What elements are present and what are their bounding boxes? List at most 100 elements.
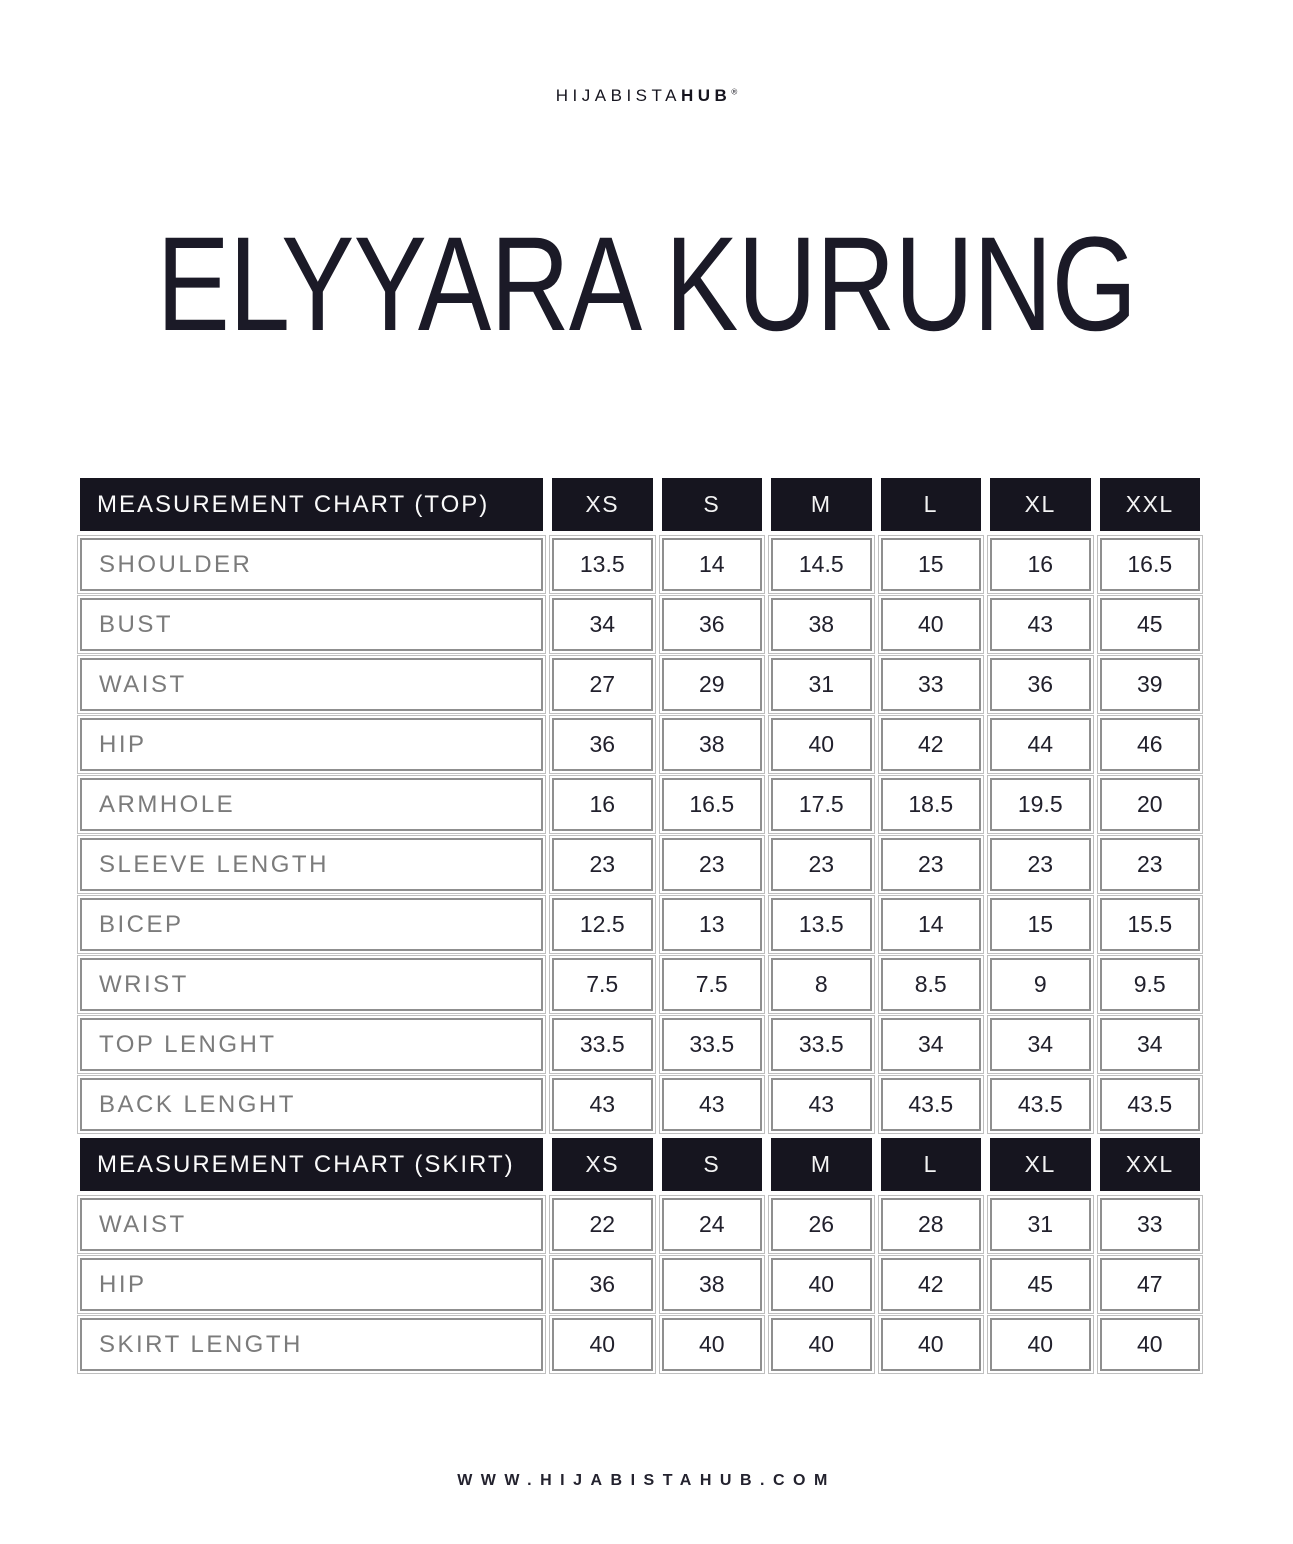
measurement-value: 33.5 bbox=[771, 1018, 872, 1071]
row-label: WRIST bbox=[80, 958, 543, 1011]
measurement-value: 47 bbox=[1099, 1258, 1200, 1311]
measurement-value: 8.5 bbox=[880, 958, 981, 1011]
measurement-value: 33.5 bbox=[552, 1018, 653, 1071]
row-label: TOP LENGHT bbox=[80, 1018, 543, 1071]
row-label: SKIRT LENGTH bbox=[80, 1318, 543, 1371]
measurement-value: 39 bbox=[1099, 658, 1200, 711]
brand-logo-bold: HUB bbox=[680, 86, 732, 105]
measurement-value: 8 bbox=[771, 958, 872, 1011]
measurement-value: 38 bbox=[661, 718, 762, 771]
row-label: HIP bbox=[80, 718, 543, 771]
measurement-value: 19.5 bbox=[990, 778, 1091, 831]
top-measurement-table: MEASUREMENT CHART (TOP) XS S M L XL XXL SHOULDE… bbox=[80, 478, 1200, 1131]
measurement-value: 9.5 bbox=[1099, 958, 1200, 1011]
measurement-value: 22 bbox=[552, 1198, 653, 1251]
measurement-value: 42 bbox=[880, 718, 981, 771]
measurement-value: 40 bbox=[661, 1318, 762, 1371]
measurement-value: 34 bbox=[1099, 1018, 1200, 1071]
measurement-value: 44 bbox=[990, 718, 1091, 771]
measurement-value: 13.5 bbox=[771, 898, 872, 951]
registered-trademark-symbol: ® bbox=[731, 87, 738, 97]
measurement-value: 23 bbox=[661, 838, 762, 891]
size-column-header: XXL bbox=[1099, 1138, 1200, 1191]
measurement-value: 36 bbox=[552, 1258, 653, 1311]
measurement-value: 23 bbox=[880, 838, 981, 891]
size-column-header: XXL bbox=[1099, 478, 1200, 531]
measurement-value: 13.5 bbox=[552, 538, 653, 591]
measurement-value: 31 bbox=[771, 658, 872, 711]
measurement-value: 15.5 bbox=[1099, 898, 1200, 951]
row-label: SHOULDER bbox=[80, 538, 543, 591]
measurement-value: 14 bbox=[661, 538, 762, 591]
measurement-value: 43.5 bbox=[1099, 1078, 1200, 1131]
size-column-header: L bbox=[880, 1138, 981, 1191]
measurement-value: 17.5 bbox=[771, 778, 872, 831]
measurement-value: 45 bbox=[990, 1258, 1091, 1311]
measurement-value: 7.5 bbox=[552, 958, 653, 1011]
measurement-value: 46 bbox=[1099, 718, 1200, 771]
size-column-header: L bbox=[880, 478, 981, 531]
measurement-value: 24 bbox=[661, 1198, 762, 1251]
measurement-value: 34 bbox=[880, 1018, 981, 1071]
measurement-value: 26 bbox=[771, 1198, 872, 1251]
measurement-value: 36 bbox=[552, 718, 653, 771]
measurement-value: 40 bbox=[1099, 1318, 1200, 1371]
measurement-value: 36 bbox=[990, 658, 1091, 711]
measurement-value: 40 bbox=[771, 718, 872, 771]
measurement-value: 36 bbox=[661, 598, 762, 651]
measurement-value: 38 bbox=[771, 598, 872, 651]
row-label: SLEEVE LENGTH bbox=[80, 838, 543, 891]
measurement-value: 23 bbox=[990, 838, 1091, 891]
measurement-value: 43.5 bbox=[880, 1078, 981, 1131]
row-label: ARMHOLE bbox=[80, 778, 543, 831]
brand-logo: HIJABISTAHUB® bbox=[0, 86, 1293, 106]
measurement-value: 27 bbox=[552, 658, 653, 711]
measurement-value: 43 bbox=[552, 1078, 653, 1131]
measurement-value: 23 bbox=[1099, 838, 1200, 891]
measurement-value: 14.5 bbox=[771, 538, 872, 591]
measurement-value: 16 bbox=[552, 778, 653, 831]
page-title-text: ELYYARA KURUNG bbox=[156, 210, 1138, 359]
row-label: WAIST bbox=[80, 1198, 543, 1251]
measurement-value: 40 bbox=[771, 1258, 872, 1311]
size-column-header: XL bbox=[990, 1138, 1091, 1191]
size-column-header: M bbox=[771, 1138, 872, 1191]
measurement-value: 40 bbox=[990, 1318, 1091, 1371]
measurement-value: 34 bbox=[552, 598, 653, 651]
size-column-header: S bbox=[661, 1138, 762, 1191]
size-column-header: M bbox=[771, 478, 872, 531]
brand-logo-regular: HIJABISTA bbox=[555, 86, 681, 105]
size-column-header: XL bbox=[990, 478, 1091, 531]
measurement-value: 40 bbox=[552, 1318, 653, 1371]
measurement-value: 33.5 bbox=[661, 1018, 762, 1071]
measurement-value: 12.5 bbox=[552, 898, 653, 951]
website-url: WWW.HIJABISTAHUB.COM bbox=[457, 1472, 836, 1489]
measurement-value: 9 bbox=[990, 958, 1091, 1011]
measurement-value: 28 bbox=[880, 1198, 981, 1251]
measurement-value: 16.5 bbox=[1099, 538, 1200, 591]
row-label: BACK LENGHT bbox=[80, 1078, 543, 1131]
measurement-value: 16.5 bbox=[661, 778, 762, 831]
page-title: ELYYARA KURUNG bbox=[0, 218, 1293, 352]
measurement-tables: MEASUREMENT CHART (TOP) XS S M L XL XXL SHOULDE… bbox=[80, 478, 1200, 1371]
measurement-value: 23 bbox=[771, 838, 872, 891]
measurement-value: 33 bbox=[1099, 1198, 1200, 1251]
measurement-value: 40 bbox=[771, 1318, 872, 1371]
measurement-value: 15 bbox=[990, 898, 1091, 951]
size-column-header: S bbox=[661, 478, 762, 531]
size-column-header: XS bbox=[552, 1138, 653, 1191]
measurement-value: 14 bbox=[880, 898, 981, 951]
table-section-header: MEASUREMENT CHART (SKIRT) bbox=[80, 1138, 543, 1191]
row-label: HIP bbox=[80, 1258, 543, 1311]
skirt-measurement-table: MEASUREMENT CHART (SKIRT) XS S M L XL XXL WAIST… bbox=[80, 1138, 1200, 1371]
measurement-value: 45 bbox=[1099, 598, 1200, 651]
measurement-value: 16 bbox=[990, 538, 1091, 591]
table-section-header: MEASUREMENT CHART (TOP) bbox=[80, 478, 543, 531]
measurement-value: 23 bbox=[552, 838, 653, 891]
measurement-value: 40 bbox=[880, 598, 981, 651]
measurement-value: 31 bbox=[990, 1198, 1091, 1251]
size-column-header: XS bbox=[552, 478, 653, 531]
measurement-value: 34 bbox=[990, 1018, 1091, 1071]
measurement-value: 20 bbox=[1099, 778, 1200, 831]
